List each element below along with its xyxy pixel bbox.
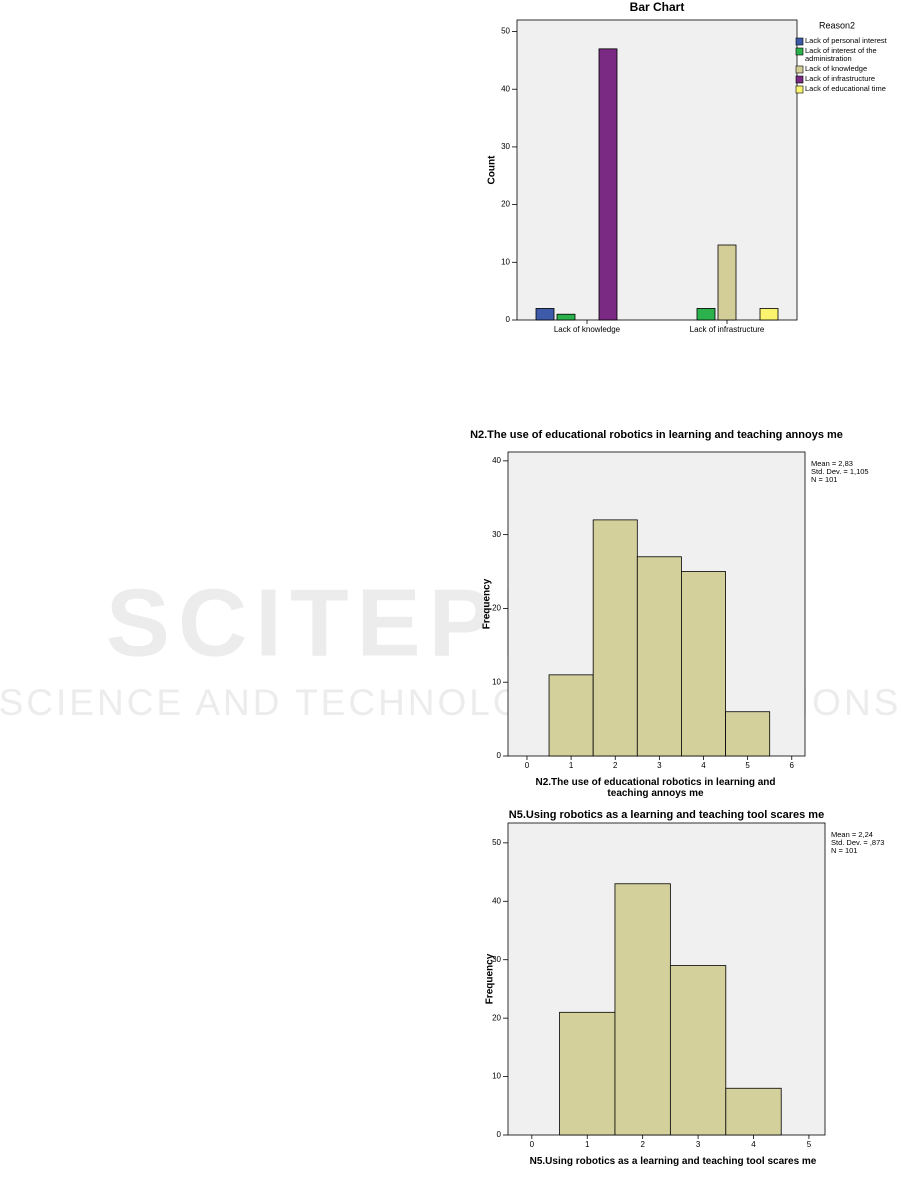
x-tick-label: 2 [640,1140,645,1149]
legend-label: Lack of educational time [805,84,886,93]
chart-title: N5.Using robotics as a learning and teac… [509,809,824,821]
x-tick-label: 3 [657,761,662,770]
bar [535,308,555,321]
histogram-bar [592,519,638,757]
x-axis-label: N5.Using robotics as a learning and teac… [529,1156,817,1167]
chart-title: Bar Chart [630,0,685,14]
y-tick-label: 40 [501,84,510,93]
bar [696,308,716,321]
legend-label: Lack of knowledge [805,64,868,73]
x-axis-label: N2.The use of educational robotics in le… [535,777,776,799]
legend-label: Lack of infrastructure [805,74,876,83]
y-tick-label: 20 [501,200,510,209]
bar [598,48,618,321]
plot-area [516,19,798,321]
y-tick-label: 0 [497,1130,502,1139]
x-tick-label: Lack of knowledge [554,325,621,334]
stats-text: Std. Dev. = 1,105 [811,467,869,476]
y-tick-label: 0 [497,751,502,760]
histogram-bar [725,711,771,757]
stats-text: Mean = 2,83 [811,459,853,468]
histogram-bar [681,571,726,757]
stats-text: Std. Dev. = ,873 [831,838,885,847]
y-tick-label: 30 [492,955,501,964]
legend-label: Lack of interest of the administration [805,46,877,63]
y-tick-label: 10 [492,1072,501,1081]
x-tick-label: 5 [745,761,750,770]
y-tick-label: 10 [501,257,510,266]
x-tick-label: 6 [790,761,795,770]
y-tick-label: 20 [492,1013,501,1022]
legend-swatch [795,75,804,84]
histogram-bar [559,1011,616,1136]
x-tick-label: 3 [696,1140,701,1149]
x-tick-label: 4 [701,761,706,770]
legend-swatch [795,85,804,94]
y-tick-label: 10 [492,677,501,686]
legend-title: Reason2 [819,20,855,30]
x-tick-label: 1 [585,1140,590,1149]
histogram-bar [725,1087,782,1136]
x-tick-label: 1 [569,761,574,770]
bar [717,244,737,321]
y-tick-label: 0 [506,315,511,324]
stats-text: Mean = 2,24 [831,830,873,839]
bar [759,308,779,321]
bar [556,313,576,321]
x-tick-label: Lack of infrastructure [690,325,765,334]
stats-text: N = 101 [831,846,858,855]
legend-swatch [795,37,804,46]
legend-swatch [795,47,804,56]
legend-swatch [795,65,804,74]
stats-text: N = 101 [811,475,838,484]
x-tick-label: 0 [525,761,530,770]
histogram-bar [636,556,682,757]
y-tick-label: 20 [492,604,501,613]
x-tick-label: 2 [613,761,618,770]
histogram-bar [669,965,727,1136]
y-tick-label: 30 [501,142,510,151]
x-tick-label: 5 [807,1140,812,1149]
y-axis-label: Count [487,155,498,185]
y-tick-label: 40 [492,896,501,905]
x-tick-label: 0 [530,1140,535,1149]
histogram-bar [548,674,594,757]
y-tick-label: 50 [501,27,510,36]
x-tick-label: 4 [751,1140,756,1149]
y-axis-label: Frequency [485,953,496,1004]
y-tick-label: 30 [492,530,501,539]
legend-label: Lack of personal interest [805,36,887,45]
y-tick-label: 50 [492,838,501,847]
chart-title: N2.The use of educational robotics in le… [470,429,843,441]
y-tick-label: 40 [492,456,501,465]
histogram-bar [614,883,671,1136]
y-axis-label: Frequency [482,578,493,629]
